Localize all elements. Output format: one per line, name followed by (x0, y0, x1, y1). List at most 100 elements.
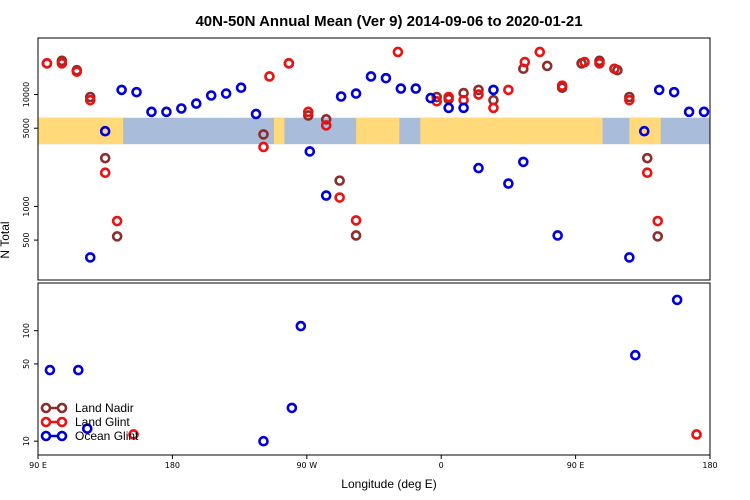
data-point (176, 103, 187, 114)
data-point (320, 120, 332, 131)
data-point (653, 84, 665, 96)
data-point (668, 86, 680, 98)
x-tick-label: 90 E (29, 461, 47, 470)
data-point (609, 63, 620, 75)
data-point (99, 125, 111, 137)
data-point (638, 125, 650, 137)
data-point (698, 106, 710, 118)
data-point (518, 156, 529, 168)
data-point (190, 98, 202, 109)
data-point (73, 364, 84, 376)
data-point (250, 108, 262, 120)
legend-entry: Land Glint (40, 415, 130, 429)
legend-label: Ocean Glint (75, 429, 139, 443)
data-point (161, 106, 172, 118)
chart-title: 40N-50N Annual Mean (Ver 9) 2014-09-06 t… (195, 13, 582, 30)
data-point (641, 152, 653, 164)
map-landmass (420, 117, 603, 145)
y-tick-label: 50 (22, 359, 31, 369)
data-point (116, 84, 127, 96)
legend-marker (56, 416, 68, 428)
data-point (365, 71, 377, 82)
legend-entry: Land Nadir (40, 401, 134, 415)
series-ocean-glint (84, 71, 710, 263)
data-point (579, 56, 590, 68)
data-point (71, 66, 83, 77)
data-point (56, 58, 68, 69)
data-point (395, 83, 407, 94)
x-tick-label: 0 (439, 461, 444, 470)
data-point (258, 129, 269, 140)
data-point (334, 175, 345, 186)
data-point (84, 94, 96, 106)
data-point (503, 178, 514, 189)
data-point (652, 215, 664, 227)
data-point (488, 84, 499, 96)
data-point (350, 215, 362, 226)
data-point (286, 402, 298, 414)
data-point (503, 84, 514, 96)
data-point (534, 46, 546, 58)
data-point (131, 86, 142, 98)
data-point (691, 429, 702, 440)
data-point (425, 92, 437, 104)
data-point (443, 102, 454, 114)
series-land-glint (128, 429, 702, 440)
data-point (334, 192, 345, 203)
data-point (302, 106, 314, 118)
panel-frame (37, 282, 711, 456)
data-point (128, 429, 139, 440)
legend-label: Land Glint (75, 415, 130, 429)
data-point (624, 252, 635, 263)
data-point (205, 90, 217, 101)
series-land-glint (41, 46, 664, 227)
data-point (44, 364, 56, 376)
x-tick-label: 90 E (567, 461, 585, 470)
data-point (519, 56, 531, 68)
data-point (556, 80, 568, 91)
data-point (99, 167, 111, 179)
data-point (652, 231, 664, 242)
data-point (320, 190, 332, 201)
data-point (99, 152, 111, 164)
data-point (458, 102, 469, 114)
panel-frame (37, 37, 711, 281)
x-tick-label: 180 (702, 461, 717, 470)
data-point (473, 162, 484, 174)
data-point (264, 71, 275, 82)
top-panel: 500 1000 5000 10000 (22, 37, 711, 281)
data-point (488, 102, 499, 114)
data-point (258, 141, 269, 153)
legend-marker (56, 430, 68, 442)
y-axis-label: N Total (0, 221, 12, 258)
legend-marker (40, 402, 52, 414)
legend-marker (56, 402, 68, 414)
data-point (594, 58, 605, 69)
y-tick-label: 1000 (22, 196, 31, 216)
data-point (443, 91, 454, 103)
legend-entry: Ocean Glint (40, 429, 139, 443)
data-point (552, 230, 563, 241)
legend-label: Land Nadir (75, 401, 134, 415)
data-point (624, 94, 635, 106)
y-tick-label: 10000 (22, 82, 31, 107)
data-point (41, 58, 53, 69)
data-point (283, 58, 295, 69)
data-point (111, 215, 123, 227)
y-tick-label: 5000 (22, 118, 31, 138)
series-ocean-glint (44, 294, 683, 447)
series-land-nadir (41, 55, 664, 242)
y-tick-label: 500 (22, 232, 31, 247)
data-point (111, 231, 123, 242)
data-point (473, 89, 484, 100)
data-point (84, 252, 96, 263)
map-band (38, 117, 710, 145)
data-point (541, 60, 553, 72)
data-point (220, 88, 232, 99)
map-landmass (629, 117, 661, 145)
data-point (410, 83, 422, 94)
legend-marker (40, 430, 52, 442)
